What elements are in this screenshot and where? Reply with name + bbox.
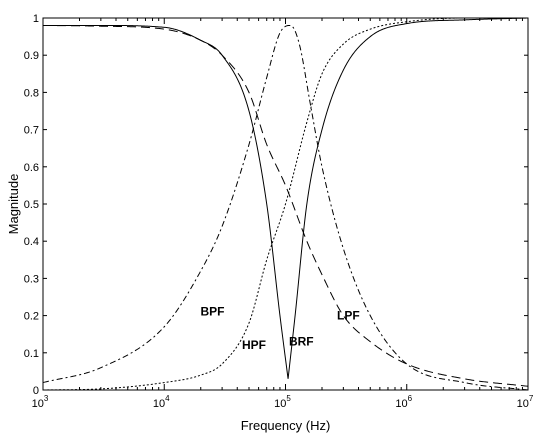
y-tick-label: 0.6 [24, 162, 39, 174]
curve-lpf [42, 24, 529, 387]
label-hpf: HPF [242, 338, 266, 352]
y-tick-label: 0.9 [24, 50, 39, 62]
x-tick-label: 104 [153, 394, 170, 410]
y-tick-label: 0 [33, 385, 39, 397]
y-tick-label: 0.4 [24, 236, 39, 248]
x-tick-label: 103 [32, 394, 49, 410]
x-tick-label: 107 [517, 394, 534, 410]
label-lpf: LPF [337, 308, 360, 322]
curve-hpf [42, 17, 528, 391]
label-bpf: BPF [201, 305, 225, 319]
curve-labels: BPF HPF BRF LPF [201, 305, 360, 352]
curves [42, 17, 529, 391]
y-tick-label: 0.1 [24, 348, 39, 360]
x-axis-label: Frequency (Hz) [241, 418, 331, 433]
y-tick-label: 0.7 [24, 125, 39, 137]
y-tick-label: 0.8 [24, 87, 39, 99]
y-tick-label: 0.5 [24, 199, 39, 211]
x-tick-label: 105 [274, 394, 291, 410]
curve-bpf [42, 24, 529, 391]
y-tick-label: 0.2 [24, 311, 39, 323]
y-axis-label: Magnitude [6, 174, 21, 235]
y-tick-label: 0.3 [24, 273, 39, 285]
axis-ticks: 0 0.1 0.2 0.3 0.4 0.5 0.6 0.7 0.8 0.9 1 103 104 105 10… [24, 13, 534, 410]
x-tick-label: 106 [395, 394, 412, 410]
y-tick-label: 1 [33, 13, 39, 25]
curve-brf [43, 17, 529, 379]
label-brf: BRF [289, 334, 314, 348]
